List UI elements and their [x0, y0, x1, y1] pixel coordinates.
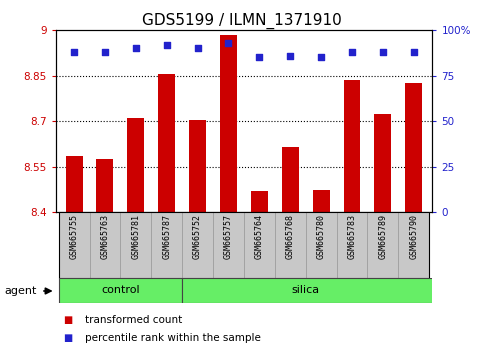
Point: [256, 55, 263, 60]
Bar: [213, 212, 244, 278]
Bar: [244, 212, 275, 278]
Bar: [405, 83, 422, 212]
Text: control: control: [101, 285, 140, 295]
Text: GSM665763: GSM665763: [100, 215, 110, 259]
Point: [410, 49, 418, 55]
Text: GSM665780: GSM665780: [317, 215, 326, 259]
Bar: [120, 212, 151, 278]
Bar: [97, 159, 114, 212]
Bar: [58, 278, 182, 303]
Bar: [374, 114, 391, 212]
Point: [70, 49, 78, 55]
Text: GSM665757: GSM665757: [224, 215, 233, 259]
Bar: [343, 80, 360, 212]
Bar: [182, 278, 445, 303]
Bar: [251, 191, 268, 212]
Point: [194, 45, 201, 51]
Bar: [398, 212, 429, 278]
Text: transformed count: transformed count: [85, 315, 182, 325]
Point: [163, 42, 170, 47]
Text: ■: ■: [63, 315, 72, 325]
Bar: [313, 190, 329, 212]
Text: agent: agent: [5, 286, 37, 296]
Text: GSM665764: GSM665764: [255, 215, 264, 259]
Bar: [128, 118, 144, 212]
Bar: [158, 74, 175, 212]
Point: [132, 45, 140, 51]
Text: GSM665781: GSM665781: [131, 215, 141, 259]
Text: GSM665768: GSM665768: [286, 215, 295, 259]
Text: GSM665787: GSM665787: [162, 215, 171, 259]
Text: percentile rank within the sample: percentile rank within the sample: [85, 333, 260, 343]
Point: [317, 55, 325, 60]
Bar: [275, 212, 306, 278]
Point: [348, 49, 356, 55]
Bar: [220, 35, 237, 212]
Text: ■: ■: [63, 333, 72, 343]
Text: GSM665790: GSM665790: [409, 215, 418, 259]
Bar: [189, 120, 206, 212]
Text: GDS5199 / ILMN_1371910: GDS5199 / ILMN_1371910: [142, 12, 341, 29]
Bar: [337, 212, 368, 278]
Bar: [89, 212, 120, 278]
Text: GSM665789: GSM665789: [378, 215, 387, 259]
Point: [225, 40, 232, 46]
Text: GSM665783: GSM665783: [347, 215, 356, 259]
Bar: [66, 156, 83, 212]
Bar: [368, 212, 398, 278]
Text: GSM665755: GSM665755: [70, 215, 79, 259]
Text: GSM665752: GSM665752: [193, 215, 202, 259]
Point: [286, 53, 294, 58]
Point: [379, 49, 387, 55]
Bar: [58, 212, 89, 278]
Bar: [282, 147, 298, 212]
Point: [101, 49, 109, 55]
Bar: [306, 212, 337, 278]
Bar: [151, 212, 182, 278]
Bar: [182, 212, 213, 278]
Text: silica: silica: [292, 285, 320, 295]
